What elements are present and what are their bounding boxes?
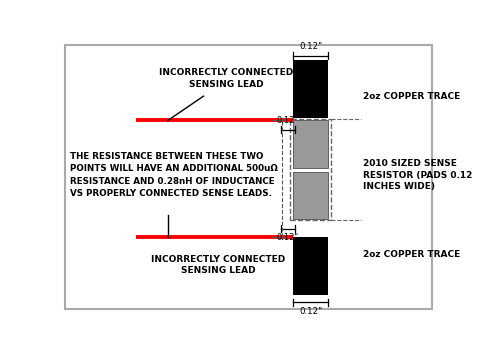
Text: 0.12": 0.12" bbox=[276, 233, 299, 243]
Text: INCORRECTLY CONNECTED
SENSING LEAD: INCORRECTLY CONNECTED SENSING LEAD bbox=[159, 68, 292, 89]
Text: THE RESISTANCE BETWEEN THESE TWO
POINTS WILL HAVE AN ADDITIONAL 500uΩ
RESISTANCE: THE RESISTANCE BETWEEN THESE TWO POINTS … bbox=[70, 152, 277, 198]
Text: 0.12": 0.12" bbox=[298, 42, 321, 51]
Text: 2oz COPPER TRACE: 2oz COPPER TRACE bbox=[363, 250, 459, 259]
Text: INCORRECTLY CONNECTED
SENSING LEAD: INCORRECTLY CONNECTED SENSING LEAD bbox=[151, 255, 285, 276]
Bar bbox=[289, 119, 331, 220]
Text: 0.12": 0.12" bbox=[276, 116, 299, 125]
Text: 2010 SIZED SENSE
RESISTOR (PADS 0.12
INCHES WIDE): 2010 SIZED SENSE RESISTOR (PADS 0.12 INC… bbox=[363, 159, 471, 191]
Bar bbox=[292, 237, 328, 295]
Text: 0.12": 0.12" bbox=[298, 307, 321, 316]
Bar bbox=[292, 172, 328, 219]
Bar bbox=[292, 60, 328, 118]
Text: 2oz COPPER TRACE: 2oz COPPER TRACE bbox=[363, 92, 459, 101]
Bar bbox=[292, 120, 328, 168]
